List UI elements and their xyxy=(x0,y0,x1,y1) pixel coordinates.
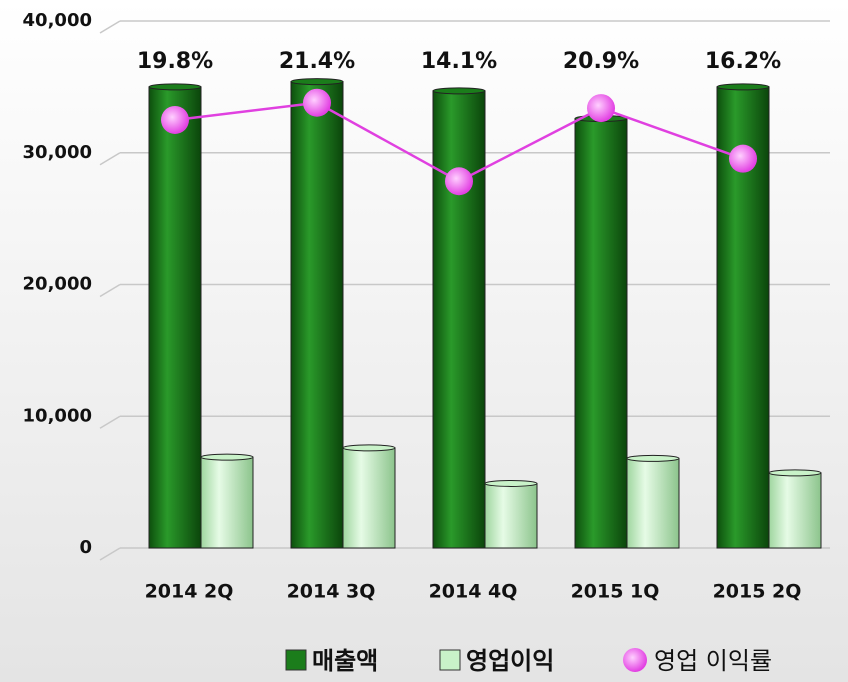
bar xyxy=(768,472,822,549)
data-label: 19.8% xyxy=(137,49,213,74)
data-label: 20.9% xyxy=(563,49,639,74)
bar xyxy=(200,456,254,549)
marker xyxy=(303,88,331,117)
x-tick-label: 2014 4Q xyxy=(429,581,518,603)
bar xyxy=(484,482,538,549)
marker xyxy=(161,105,189,134)
grid-depth xyxy=(99,415,121,429)
x-tick-label: 2014 3Q xyxy=(287,581,376,603)
bar-top xyxy=(290,78,344,86)
y-tick-label: 0 xyxy=(79,537,92,558)
data-label: 16.2% xyxy=(705,49,781,74)
bar-top xyxy=(484,479,538,487)
marker xyxy=(445,167,473,196)
x-tick-label: 2015 1Q xyxy=(571,581,660,603)
legend-label: 매출액 xyxy=(312,647,378,675)
grid-depth xyxy=(99,152,121,166)
grid-depth xyxy=(99,283,121,298)
grid-depth xyxy=(99,547,121,561)
bar xyxy=(574,117,628,549)
y-tick-label: 10,000 xyxy=(23,405,92,426)
legend-swatch xyxy=(623,648,647,672)
plot-area: 0 10,000 20,000 30,000 40,000 2014 2Q 2014 3Q 2… xyxy=(23,10,830,603)
bar-top xyxy=(148,83,202,91)
marker xyxy=(587,94,615,123)
data-label: 21.4% xyxy=(279,49,355,74)
marker xyxy=(729,144,757,173)
legend-label: 영업이익 xyxy=(466,647,554,675)
y-tick-label: 20,000 xyxy=(23,274,92,295)
bar-top xyxy=(432,87,486,95)
bar-top xyxy=(716,83,770,91)
bar-top xyxy=(200,453,254,461)
bar xyxy=(148,86,202,549)
legend-swatch xyxy=(439,649,461,671)
y-tick-label: 40,000 xyxy=(23,10,92,31)
legend-label: 영업 이익률 xyxy=(654,647,772,675)
x-tick-label: 2014 2Q xyxy=(145,581,234,603)
bar-top xyxy=(768,469,822,477)
y-tick-label: 30,000 xyxy=(23,142,92,163)
legend: 매출액 영업이익 영업 이익률 xyxy=(285,647,772,675)
bar xyxy=(432,90,486,549)
bar xyxy=(290,81,344,549)
bar xyxy=(342,447,396,549)
data-label: 14.1% xyxy=(421,49,497,74)
bar xyxy=(626,457,680,549)
bar-top xyxy=(626,454,680,462)
legend-swatch xyxy=(285,649,307,671)
x-tick-label: 2015 2Q xyxy=(713,581,802,603)
bar-top xyxy=(342,444,396,452)
grid-depth xyxy=(99,20,121,34)
